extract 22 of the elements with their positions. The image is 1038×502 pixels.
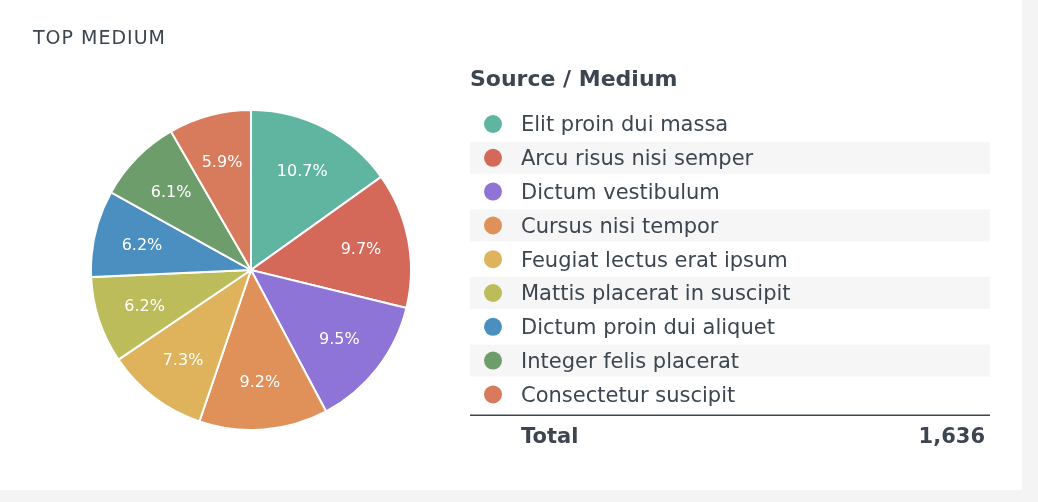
legend-label: Elit proin dui massa xyxy=(521,112,729,137)
text: Total xyxy=(521,423,579,448)
legend-label: Integer felis placerat xyxy=(521,348,740,373)
data-label: 6.2% xyxy=(124,295,165,315)
data-label: 7.3% xyxy=(162,349,204,369)
data-label: 9.2% xyxy=(239,372,281,392)
legend-label: Cursus nisi tempor xyxy=(521,213,719,238)
data-label: 9.7% xyxy=(340,239,382,259)
data-label: 10.7% xyxy=(276,160,328,180)
legend-label: Arcu risus nisi semper xyxy=(521,146,754,171)
chart-title: TOP MEDIUM xyxy=(32,26,166,48)
legend-label: Dictum proin dui aliquet xyxy=(521,315,775,340)
legend-label: Feugiat lectus erat ipsum xyxy=(521,247,788,272)
legend-label: Mattis placerat in suscipit xyxy=(521,281,791,306)
legend-label: Dictum vestibulum xyxy=(521,179,720,204)
legend-title: Source / Medium xyxy=(470,66,678,91)
legend-label: Consectetur suscipit xyxy=(521,382,736,407)
data-label: 6.1% xyxy=(150,182,192,202)
data-label: 5.9% xyxy=(201,152,243,172)
data-label: 6.2% xyxy=(121,234,163,254)
data-label: 9.5% xyxy=(319,329,360,349)
text: 1,636 xyxy=(918,423,985,448)
